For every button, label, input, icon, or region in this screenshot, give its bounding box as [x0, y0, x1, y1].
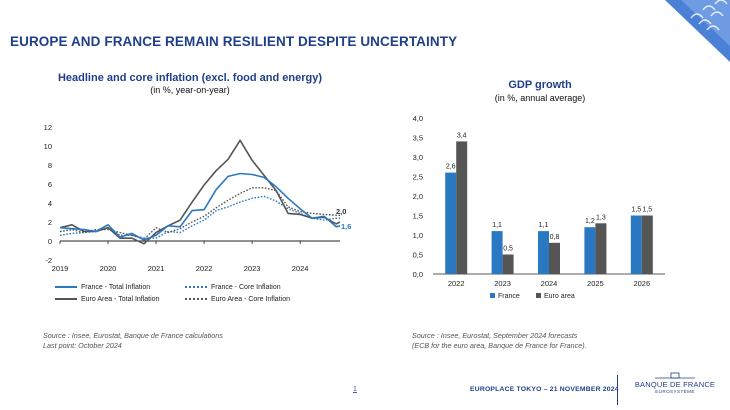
- bdf-logo: BANQUE DE FRANCE EUROSYSTÈME: [625, 372, 725, 394]
- footer-event: EUROPLACE TOKYO – 21 NOVEMBER 2024: [470, 386, 619, 393]
- gdp-chart: 0,0 0,5 1,0 1,5 2,0 2,5 3,0 3,5 4,0 2,6 3,4 2022 1,1…: [413, 114, 665, 300]
- x-tick-label: 2023: [494, 279, 511, 288]
- y-tick-label: 6: [48, 180, 52, 189]
- bar-value-label: 1,2: [585, 218, 595, 225]
- inflation-chart: -2 0 2 4 6 8 10 12 2019 2020 2021 2022 2023 2024 2,0 1,…: [44, 123, 352, 273]
- y-tick-label: 4: [48, 199, 52, 208]
- series-line-france-core-inflation: [59, 195, 340, 239]
- france-total-end-label: 1,6: [341, 222, 351, 231]
- bar-france-2022: [445, 172, 457, 274]
- bar-value-label: 1,5: [631, 207, 641, 214]
- y-tick-label: 3,5: [413, 134, 423, 143]
- legend-euro-core-swatch: [185, 298, 207, 301]
- gdp-source-line2: (ECB for the euro area, Banque de France…: [412, 340, 587, 350]
- bar-euro-area-2023: [502, 254, 514, 274]
- legend-france-core-label: France - Core Inflation: [211, 284, 281, 291]
- x-tick-label: 2024: [292, 264, 309, 273]
- inflation-chart-title: Headline and core inflation (excl. food …: [57, 72, 323, 84]
- y-tick-label: 1,0: [413, 231, 423, 240]
- slide-title: EUROPE AND FRANCE REMAIN RESILIENT DESPI…: [10, 34, 458, 49]
- gdp-chart-subtitle: (in %, annual average): [494, 93, 586, 103]
- bar-euro-area-2022: [456, 141, 468, 274]
- inflation-source: Source : Insee, Eurostat, Banque de Fran…: [43, 331, 223, 350]
- x-tick-label: 2022: [196, 264, 213, 273]
- gdp-source-line1: Source : Insee, Eurostat, September 2024…: [412, 331, 578, 340]
- corner-decoration: [665, 0, 730, 62]
- inflation-source-line2: Last point: October 2024: [43, 340, 122, 350]
- legend-france-total-label: France - Total Inflation: [81, 284, 151, 291]
- footer-divider: [617, 375, 618, 405]
- series-line-france-total-inflation: [59, 172, 341, 241]
- x-tick-label: 2026: [633, 279, 650, 288]
- y-tick-label: 0,0: [413, 270, 423, 279]
- bar-euro-area-2026: [641, 215, 653, 274]
- legend-label-euro-area: Euro area: [544, 293, 575, 300]
- legend-euro-total-label: Euro Area - Total Inflation: [81, 296, 160, 303]
- inflation-chart-subtitle: (in %, year-on-year): [150, 85, 230, 95]
- gdp-source: Source : Insee, Eurostat, September 2024…: [412, 331, 587, 350]
- y-tick-label: 10: [44, 142, 52, 151]
- x-tick-label: 2020: [100, 264, 117, 273]
- legend-france-total: France - Total Inflation: [55, 284, 150, 291]
- legend-euro-core-label: Euro Area - Core Inflation: [211, 296, 290, 303]
- y-tick-label: 0,5: [413, 251, 423, 260]
- x-tick-label: 2025: [587, 279, 604, 288]
- legend-euro-core: Euro Area - Core Inflation: [185, 296, 290, 303]
- x-tick-label: 2022: [448, 279, 465, 288]
- bar-euro-area-2025: [595, 223, 607, 274]
- bar-value-label: 0,5: [503, 246, 513, 253]
- gdp-chart-title: GDP growth: [508, 79, 572, 91]
- y-tick-label: -2: [45, 256, 52, 265]
- y-tick-label: 8: [48, 161, 52, 170]
- y-tick-label: 12: [44, 123, 52, 132]
- y-tick-label: 0: [48, 237, 52, 246]
- y-tick-label: 2: [48, 218, 52, 227]
- series-line-euro-area-total-inflation: [59, 139, 341, 245]
- bar-value-label: 1,5: [642, 207, 652, 214]
- y-tick-label: 4,0: [413, 114, 423, 123]
- bar-france-2026: [630, 215, 642, 274]
- legend-label-france: France: [498, 293, 520, 300]
- bar-value-label: 1,3: [596, 214, 606, 221]
- legend-euro-total-swatch: [55, 298, 77, 301]
- bar-value-label: 1,1: [539, 222, 549, 229]
- legend-france-core: France - Core Inflation: [185, 284, 281, 291]
- series-line-euro-area-core-inflation: [59, 187, 340, 240]
- bar-france-2024: [538, 231, 549, 274]
- y-tick-label: 2,5: [413, 173, 423, 182]
- bdf-logo-name: BANQUE DE FRANCE: [634, 380, 716, 389]
- legend-france-core-swatch: [185, 286, 207, 289]
- legend-euro-total: Euro Area - Total Inflation: [55, 296, 159, 303]
- x-tick-label: 2024: [541, 279, 558, 288]
- bar-value-label: 1,1: [492, 222, 502, 229]
- bar-france-2023: [491, 231, 503, 274]
- bar-france-2025: [584, 227, 596, 274]
- euro-total-end-label: 2,0: [336, 207, 346, 216]
- legend-swatch-euro-area: [536, 293, 541, 298]
- bar-value-label: 3,4: [457, 132, 467, 139]
- y-tick-label: 3,0: [413, 153, 423, 162]
- bdf-logo-sub: EUROSYSTÈME: [655, 389, 695, 394]
- x-tick-label: 2023: [244, 264, 261, 273]
- legend-france-total-swatch: [55, 286, 77, 289]
- legend-swatch-france: [490, 293, 495, 298]
- page-number[interactable]: 1: [353, 386, 357, 393]
- bar-euro-area-2024: [549, 242, 560, 274]
- x-tick-label: 2019: [52, 264, 69, 273]
- y-tick-label: 1,5: [413, 212, 423, 221]
- inflation-source-line1: Source : Insee, Eurostat, Banque de Fran…: [43, 331, 223, 340]
- y-tick-label: 2,0: [413, 192, 423, 201]
- bar-value-label: 0,8: [550, 234, 560, 241]
- bdf-logo-emblem: [655, 372, 695, 379]
- x-tick-label: 2021: [148, 264, 165, 273]
- bar-value-label: 2,6: [446, 164, 456, 171]
